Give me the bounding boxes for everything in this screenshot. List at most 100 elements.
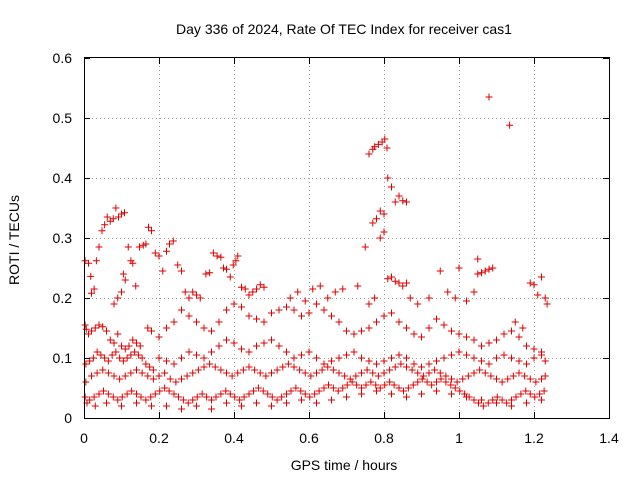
data-point [530,354,538,362]
data-point [367,378,375,386]
data-point [419,372,427,380]
data-point [448,327,455,335]
data-point [119,270,127,278]
data-point [522,387,530,395]
data-point [409,381,417,389]
data-point [493,375,500,383]
data-point [400,387,407,395]
data-point [279,363,287,371]
data-point [408,366,416,374]
data-point [478,396,485,404]
data-point [193,318,200,326]
data-point [329,384,337,392]
data-point [373,215,380,223]
data-point [301,390,309,398]
data-point [283,399,290,407]
data-point [142,396,150,404]
data-point [133,366,140,374]
data-point [325,381,332,389]
data-point [236,396,244,404]
data-point [481,267,489,275]
data-point [101,354,109,362]
data-point [82,378,90,386]
data-point [305,309,313,317]
x-tick-label: 0.4 [224,430,244,446]
data-point [453,378,461,386]
data-point [358,384,365,392]
data-point [503,399,511,407]
data-point [532,378,540,386]
data-point [128,387,136,395]
data-point [148,402,155,410]
data-point [262,372,270,380]
data-point [118,342,125,350]
data-point [212,393,220,401]
data-point [301,297,309,305]
data-point [245,312,253,320]
data-point [251,366,259,374]
data-point [390,381,398,389]
data-point [506,121,514,129]
data-point [298,312,305,320]
data-point [193,393,201,401]
data-point [254,384,262,392]
data-point [433,315,440,323]
data-point [193,291,200,299]
data-point [403,363,410,371]
data-point [448,390,455,398]
data-point [260,339,268,347]
data-point [114,396,122,404]
data-point [374,140,382,148]
data-point [275,342,283,350]
data-point [217,253,225,261]
data-point [149,375,157,383]
data-point [388,390,395,398]
data-point [328,396,335,404]
data-point [350,330,358,338]
data-point [110,339,118,347]
data-point [103,327,110,335]
data-point [121,276,129,284]
data-point [463,351,470,359]
data-point [335,318,343,326]
data-point [463,297,470,305]
data-point [88,327,95,335]
data-point [109,215,117,223]
data-point [203,393,211,401]
data-point [541,294,549,302]
data-point [425,360,433,368]
data-point [350,348,358,356]
data-point [515,369,523,377]
data-point [481,369,489,377]
data-point [447,381,455,389]
data-point [343,393,350,401]
data-point [418,363,425,371]
data-point [463,333,470,341]
data-point [534,291,542,299]
data-point [343,381,351,389]
data-point [268,336,275,344]
data-point [183,372,191,380]
data-point [110,372,118,380]
data-point [363,366,371,374]
data-point [475,399,482,407]
data-point [222,387,230,395]
data-point [189,396,197,404]
x-tick-label: 0.2 [149,430,169,446]
data-point [346,375,354,383]
data-point [290,306,298,314]
data-point [253,342,260,350]
data-point [181,288,189,296]
data-point [538,351,545,359]
data-point [101,221,109,229]
data-point [410,360,418,368]
data-point [245,363,253,371]
data-point [129,336,137,344]
data-point [230,300,238,308]
data-point [174,261,182,269]
data-point [223,369,230,377]
data-point [313,399,320,407]
data-point [196,294,204,302]
data-point [95,243,103,251]
data-point [358,369,365,377]
